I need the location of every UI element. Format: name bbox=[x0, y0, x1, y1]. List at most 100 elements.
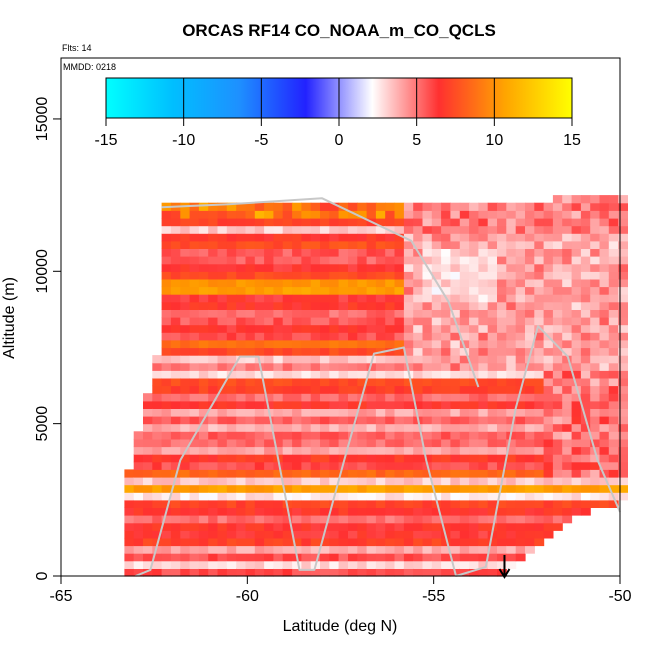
heatmap-cell bbox=[320, 484, 330, 493]
heatmap-cell bbox=[478, 240, 489, 249]
heatmap-cell bbox=[552, 522, 563, 531]
heatmap-cell bbox=[571, 324, 582, 333]
heatmap-cell bbox=[189, 507, 200, 516]
heatmap-cell bbox=[422, 408, 433, 417]
heatmap-cell bbox=[273, 286, 284, 295]
heatmap-cell bbox=[459, 477, 470, 486]
heatmap-cell bbox=[506, 377, 517, 387]
heatmap-cell bbox=[338, 530, 349, 539]
heatmap-cell bbox=[320, 515, 330, 524]
heatmap-cell bbox=[366, 271, 377, 280]
heatmap-cell bbox=[459, 522, 470, 531]
heatmap-cell bbox=[198, 400, 209, 409]
heatmap-cell bbox=[264, 568, 274, 577]
heatmap-cell bbox=[515, 530, 526, 539]
heatmap-cell bbox=[618, 256, 628, 265]
heatmap-cell bbox=[375, 317, 386, 326]
heatmap-cell bbox=[403, 431, 414, 440]
heatmap-cell bbox=[282, 347, 293, 356]
heatmap-cell bbox=[264, 332, 274, 341]
heatmap-cell bbox=[254, 545, 265, 554]
heatmap-cell bbox=[348, 499, 358, 508]
heatmap-cell bbox=[217, 347, 228, 356]
heatmap-cell bbox=[180, 294, 191, 303]
heatmap-cell bbox=[292, 263, 302, 272]
heatmap-cell bbox=[506, 454, 517, 463]
heatmap-cell bbox=[571, 377, 582, 387]
heatmap-cell bbox=[282, 324, 293, 333]
heatmap-cell bbox=[264, 400, 274, 409]
heatmap-cell bbox=[226, 469, 237, 478]
heatmap-cell bbox=[292, 522, 302, 531]
heatmap-cell bbox=[580, 469, 591, 478]
heatmap-cell bbox=[469, 286, 479, 295]
heatmap-cell bbox=[245, 218, 256, 227]
heatmap-cell bbox=[366, 530, 377, 539]
heatmap-cell bbox=[348, 309, 358, 318]
heatmap-cell bbox=[552, 454, 563, 463]
heatmap-cell bbox=[161, 256, 172, 265]
heatmap-cell bbox=[590, 240, 601, 249]
heatmap-cell bbox=[310, 317, 321, 326]
heatmap-cell bbox=[534, 393, 545, 402]
heatmap-cell bbox=[385, 522, 396, 531]
heatmap-cell bbox=[292, 393, 302, 402]
heatmap-cell bbox=[441, 324, 451, 333]
heatmap-cell bbox=[217, 393, 228, 402]
heatmap-cell bbox=[590, 499, 601, 508]
heatmap-cell bbox=[431, 294, 442, 303]
heatmap-cell bbox=[618, 393, 628, 402]
heatmap-cell bbox=[254, 530, 265, 539]
heatmap-cell bbox=[366, 560, 377, 569]
heatmap-cell bbox=[143, 423, 153, 432]
heatmap-cell bbox=[543, 294, 554, 303]
heatmap-cell bbox=[599, 492, 610, 501]
heatmap-cell bbox=[441, 317, 451, 326]
heatmap-cell bbox=[189, 393, 200, 402]
heatmap-cell bbox=[264, 477, 274, 486]
heatmap-cell bbox=[450, 256, 461, 265]
heatmap-cell bbox=[217, 484, 228, 493]
heatmap-cell bbox=[469, 317, 479, 326]
heatmap-cell bbox=[254, 393, 265, 402]
heatmap-cell bbox=[562, 492, 573, 501]
heatmap-cell bbox=[469, 461, 479, 470]
heatmap-cell bbox=[208, 560, 219, 569]
heatmap-cell bbox=[338, 454, 349, 463]
heatmap-cell bbox=[170, 560, 181, 569]
heatmap-cell bbox=[143, 560, 153, 569]
heatmap-cell bbox=[338, 408, 349, 417]
heatmap-cell bbox=[422, 492, 433, 501]
heatmap-cell bbox=[264, 423, 274, 432]
heatmap-cell bbox=[525, 286, 535, 295]
heatmap-cell bbox=[217, 339, 228, 349]
heatmap-cell bbox=[534, 477, 545, 486]
heatmap-cell bbox=[450, 355, 461, 364]
heatmap-cell bbox=[320, 225, 330, 234]
heatmap-cell bbox=[385, 309, 396, 318]
heatmap-cell bbox=[245, 301, 256, 310]
heatmap-cell bbox=[180, 423, 191, 432]
heatmap-cell bbox=[599, 355, 610, 364]
heatmap-cell bbox=[422, 309, 433, 318]
heatmap-cell bbox=[590, 233, 601, 242]
heatmap-cell bbox=[385, 560, 396, 569]
heatmap-cell bbox=[590, 202, 601, 211]
heatmap-cell bbox=[170, 545, 181, 554]
heatmap-cell bbox=[590, 347, 601, 356]
heatmap-cell bbox=[310, 400, 321, 409]
heatmap-cell bbox=[422, 377, 433, 387]
heatmap-cell bbox=[422, 278, 433, 288]
heatmap-cell bbox=[198, 385, 209, 394]
heatmap-cell bbox=[348, 210, 358, 219]
heatmap-cell bbox=[413, 446, 424, 455]
heatmap-cell bbox=[413, 370, 424, 379]
heatmap-cell bbox=[562, 423, 573, 432]
heatmap-cell bbox=[562, 515, 573, 524]
heatmap-cell bbox=[357, 278, 368, 288]
heatmap-cell bbox=[226, 271, 237, 280]
heatmap-cell bbox=[534, 248, 545, 257]
heatmap-cell bbox=[422, 355, 433, 364]
heatmap-cell bbox=[273, 301, 284, 310]
heatmap-cell bbox=[375, 515, 386, 524]
